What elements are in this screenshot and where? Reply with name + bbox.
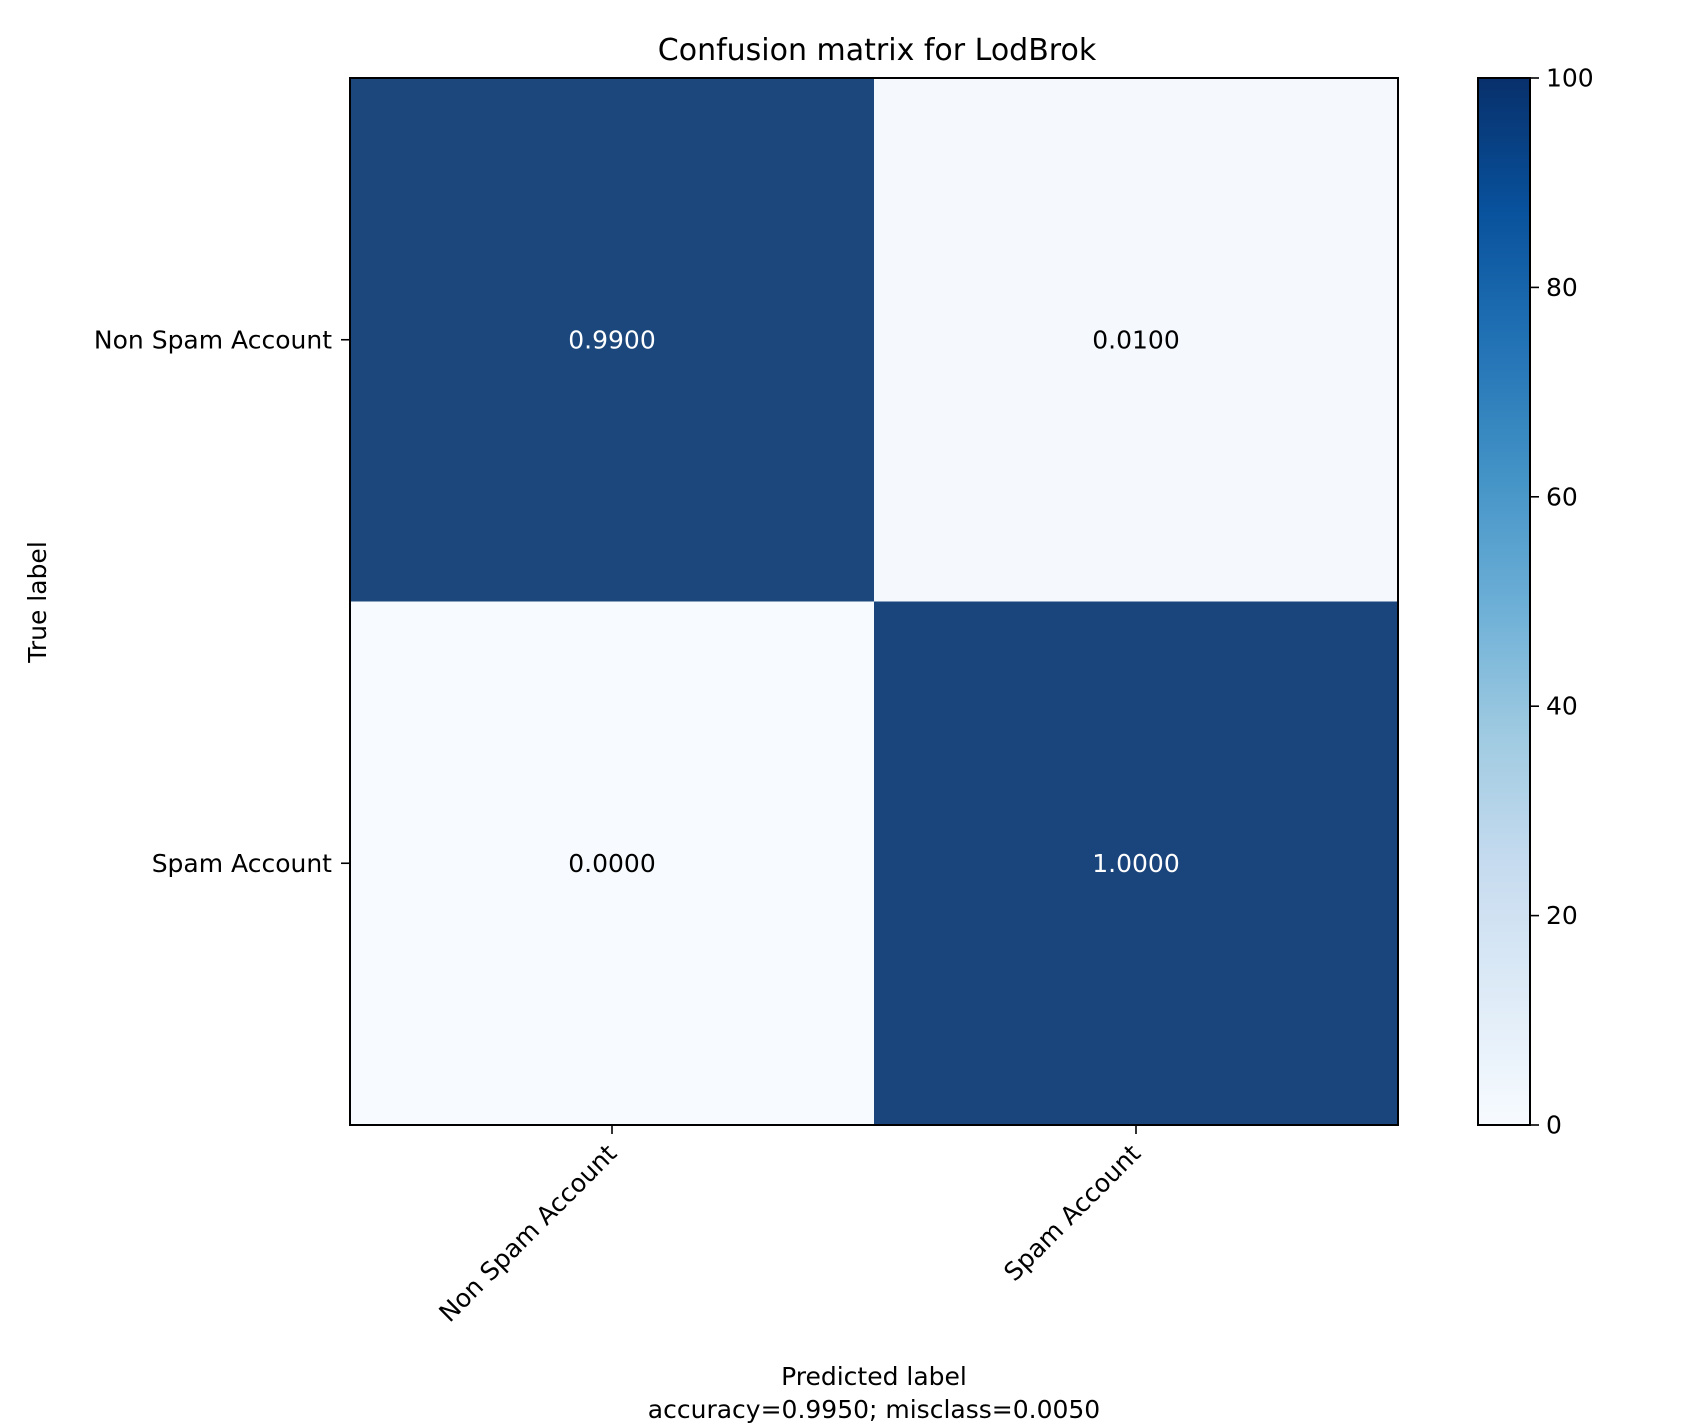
heatmap-cells bbox=[350, 78, 1399, 1126]
heatmap-cell-r0-c1 bbox=[874, 78, 1399, 602]
plot-frame bbox=[349, 77, 1399, 1126]
cell-value-label-r1-c1: 1.0000 bbox=[1092, 849, 1179, 878]
colorbar-tick-label: 0 bbox=[1546, 1111, 1562, 1140]
x-axis-label: Predicted label bbox=[781, 1362, 967, 1391]
x-tick-label: Non Spam Account bbox=[433, 1139, 622, 1328]
colorbar-gradient bbox=[1477, 77, 1531, 1126]
y-tick-label: Non Spam Account bbox=[94, 325, 332, 354]
x-axis-ticks: Non Spam Account Spam Account bbox=[433, 1125, 1146, 1328]
cell-value-label-r0-c1: 0.0100 bbox=[1092, 325, 1179, 354]
cell-value-label-r1-c0: 0.0000 bbox=[568, 849, 655, 878]
heatmap-cell-labels: 0.9900 0.0100 0.0000 1.0000 bbox=[568, 325, 1179, 878]
x-tick-label: Spam Account bbox=[998, 1139, 1146, 1287]
heatmap-cell-r1-c0 bbox=[350, 601, 875, 1126]
metrics-footer: accuracy=0.9950; misclass=0.0050 bbox=[648, 1395, 1100, 1424]
colorbar-tick-label: 40 bbox=[1546, 692, 1578, 721]
y-tick-label: Spam Account bbox=[152, 849, 332, 878]
colorbar-ticks: 0 20 40 60 80 100 bbox=[1530, 64, 1594, 1140]
colorbar-tick-label: 20 bbox=[1546, 901, 1578, 930]
heatmap-cell-r1-c1 bbox=[874, 601, 1399, 1126]
cell-value-label-r0-c0: 0.9900 bbox=[568, 325, 655, 354]
colorbar-tick-label: 80 bbox=[1546, 273, 1578, 302]
chart-title: Confusion matrix for LodBrok bbox=[658, 33, 1097, 68]
y-axis-label: True label bbox=[23, 541, 52, 664]
colorbar-tick-label: 60 bbox=[1546, 482, 1578, 511]
colorbar-tick-label: 100 bbox=[1546, 64, 1594, 93]
y-axis-ticks: Non Spam Account Spam Account bbox=[94, 325, 350, 878]
heatmap-cell-r0-c0 bbox=[350, 78, 875, 602]
